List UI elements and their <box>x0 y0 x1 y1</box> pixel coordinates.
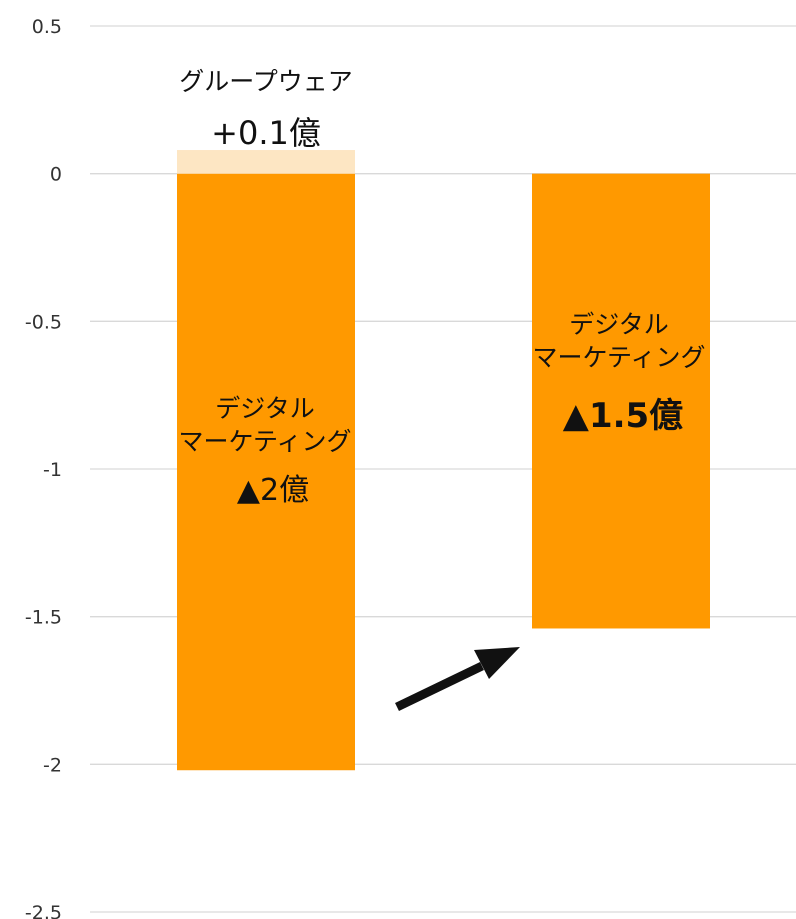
y-tick-label: -2 <box>43 754 62 776</box>
y-tick-label: 0.5 <box>32 16 62 38</box>
stack-bar <box>177 150 355 174</box>
stack-value-label: +0.1億 <box>211 114 321 152</box>
bars <box>177 150 710 771</box>
bar-category-label: デジタル <box>569 310 669 339</box>
bar-category-label: デジタル <box>215 394 315 423</box>
bar <box>532 173 710 629</box>
y-axis-labels: 0.5 0 -0.5 -1 -1.5 -2 -2.5 <box>25 16 62 919</box>
y-tick-label: -0.5 <box>25 311 62 333</box>
y-tick-label: -1 <box>43 459 62 481</box>
bar-value-label: ▲1.5億 <box>563 396 683 436</box>
bar-value-label: ▲2億 <box>237 473 309 508</box>
stack-label: グループウェア <box>179 67 353 96</box>
arrow-shaft <box>395 661 484 712</box>
y-tick-label: 0 <box>50 164 62 186</box>
bar-labels: グループウェア+0.1億デジタルマーケティング▲2億デジタルマーケティング▲1.… <box>178 67 705 508</box>
y-tick-label: -2.5 <box>25 902 62 919</box>
annotation <box>395 647 520 712</box>
arrow-head-icon <box>474 647 520 679</box>
y-tick-label: -1.5 <box>25 607 62 629</box>
bar <box>177 173 355 771</box>
bar-category-label: マーケティング <box>178 427 351 456</box>
bar-category-label: マーケティング <box>532 343 705 372</box>
